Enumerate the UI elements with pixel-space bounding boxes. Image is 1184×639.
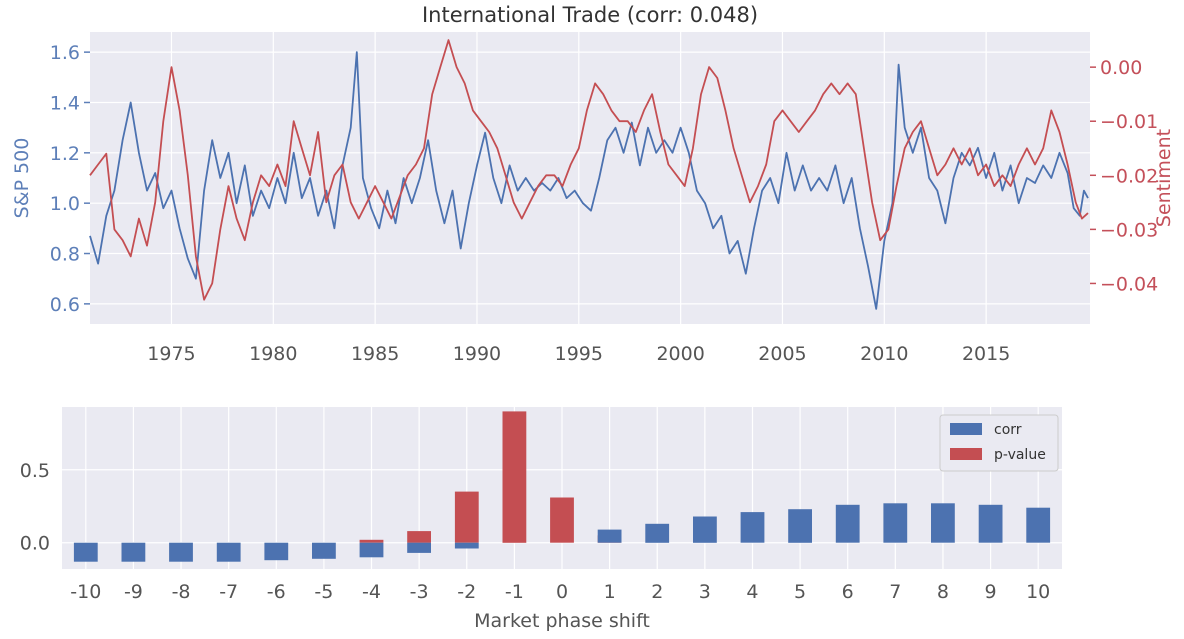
- left-tick-label: 1.0: [50, 193, 80, 215]
- bottom-x-tick-label: -2: [457, 581, 476, 603]
- bottom-x-tick-label: 1: [604, 581, 616, 603]
- bar-corr-3: [693, 516, 717, 543]
- bottom-x-tick-label: -10: [70, 581, 101, 603]
- bottom-x-tick-label: -5: [314, 581, 333, 603]
- bar-p-value-0: [550, 497, 574, 543]
- bar-p-value--2: [454, 491, 479, 543]
- legend: corr p-value: [939, 414, 1059, 472]
- bottom-x-tick-label: 5: [794, 581, 806, 603]
- bottom-x-ticks: -10 -9 -8 -7 -6 -5 -4 -3 -2 -1 0 1 2 3 4 5 6 7 8 9 10: [70, 581, 1050, 603]
- bottom-x-tick-label: 10: [1026, 581, 1050, 603]
- right-tick-label: −0.03: [1100, 219, 1158, 241]
- bottom-x-tick-label: -7: [219, 581, 238, 603]
- right-tick-label: −0.04: [1100, 273, 1158, 295]
- bottom-y-tick-label: 0.0: [20, 533, 50, 555]
- legend-swatch-corr: [950, 423, 982, 435]
- x-tick-label: 2005: [758, 343, 806, 365]
- left-tick-label: 1.6: [50, 42, 80, 64]
- bar-corr-1: [597, 529, 622, 543]
- bar-corr--10: [73, 542, 98, 562]
- bar-corr--6: [264, 542, 289, 561]
- bar-p-value--1: [502, 411, 527, 543]
- left-axis-label: S&P 500: [11, 138, 33, 219]
- x-axis-ticks: 1975 1980 1985 1990 1995 2000 2005 2010 2015: [147, 343, 1010, 365]
- bottom-x-tick-label: 9: [985, 581, 997, 603]
- left-tick-label: 1.4: [50, 92, 80, 114]
- series-line-sp500: [89, 51, 1089, 310]
- x-tick-label: 1990: [453, 343, 501, 365]
- x-tick-label: 2010: [860, 343, 908, 365]
- right-axis-ticks: −0.04 −0.03 −0.02 −0.01 0.00: [1090, 57, 1158, 295]
- bottom-x-tick-label: -8: [172, 581, 191, 603]
- right-tick-label: −0.02: [1100, 165, 1158, 187]
- bar-corr-7: [883, 503, 908, 543]
- x-tick-label: 1975: [147, 343, 195, 365]
- top-plot-background: [90, 32, 1090, 324]
- bottom-x-tick-label: -3: [410, 581, 429, 603]
- bar-corr-10: [1026, 507, 1051, 543]
- bar-corr--3: [407, 542, 431, 553]
- right-axis-label: Sentiment: [1153, 129, 1175, 227]
- bottom-x-tick-label: -4: [362, 581, 381, 603]
- top-series-lines: [89, 39, 1089, 310]
- bar-corr-8: [931, 503, 955, 543]
- left-tick-label: 1.2: [50, 143, 80, 165]
- bottom-chart: 0.00.5 -10 -9 -8 -7 -6 -5 -4 -3 -2 -1 0 1 2 3 4 5 6 7 8 9 10…: [20, 407, 1062, 632]
- bar-corr-6: [835, 504, 860, 543]
- bar-corr--7: [216, 542, 241, 562]
- bottom-x-tick-label: 0: [556, 581, 568, 603]
- x-tick-label: 2015: [962, 343, 1010, 365]
- x-tick-label: 1985: [351, 343, 399, 365]
- bottom-x-tick-label: -9: [124, 581, 143, 603]
- bar-p-value--3: [407, 531, 431, 543]
- bottom-x-tick-label: 3: [699, 581, 711, 603]
- bar-corr--9: [121, 542, 146, 562]
- bottom-bars: [73, 411, 1051, 562]
- bar-corr-2: [645, 523, 670, 543]
- bar-corr--4: [359, 542, 384, 558]
- chart-title: International Trade (corr: 0.048): [422, 3, 758, 27]
- right-tick-label: −0.01: [1100, 111, 1158, 133]
- bottom-x-tick-label: -6: [267, 581, 286, 603]
- bottom-x-tick-label: 8: [937, 581, 949, 603]
- left-axis-ticks: 0.6 0.8 1.0 1.2 1.4 1.6: [50, 42, 90, 316]
- legend-swatch-p-value: [950, 448, 982, 460]
- bar-corr--2: [454, 542, 479, 549]
- bar-corr-5: [788, 509, 812, 543]
- bottom-x-tick-label: 4: [746, 581, 758, 603]
- series-line-sentiment: [89, 39, 1089, 301]
- left-tick-label: 0.8: [50, 244, 80, 266]
- bottom-y-ticks: 0.0 0.5: [20, 460, 50, 555]
- x-tick-label: 1980: [249, 343, 297, 365]
- x-tick-label: 2000: [656, 343, 704, 365]
- bottom-x-tick-label: 7: [889, 581, 901, 603]
- legend-label-p-value: p-value: [994, 447, 1046, 463]
- x-tick-label: 1995: [555, 343, 603, 365]
- bar-corr-9: [978, 504, 1003, 543]
- bar-corr-4: [740, 512, 765, 543]
- bar-corr--5: [312, 542, 336, 559]
- bottom-y-tick-label: 0.5: [20, 460, 50, 482]
- top-chart: 0.6 0.8 1.0 1.2 1.4 1.6 −0.04 −0.03 −0.02 −0.01 0…: [11, 3, 1175, 365]
- left-tick-label: 0.6: [50, 294, 80, 316]
- bottom-x-tick-label: 6: [842, 581, 854, 603]
- bar-p-value--4: [359, 539, 384, 543]
- right-tick-label: 0.00: [1100, 57, 1142, 79]
- bar-corr--8: [169, 542, 193, 562]
- bottom-x-tick-label: 2: [651, 581, 663, 603]
- bottom-x-axis-label: Market phase shift: [474, 610, 650, 632]
- bottom-x-tick-label: -1: [505, 581, 524, 603]
- legend-label-corr: corr: [994, 422, 1022, 438]
